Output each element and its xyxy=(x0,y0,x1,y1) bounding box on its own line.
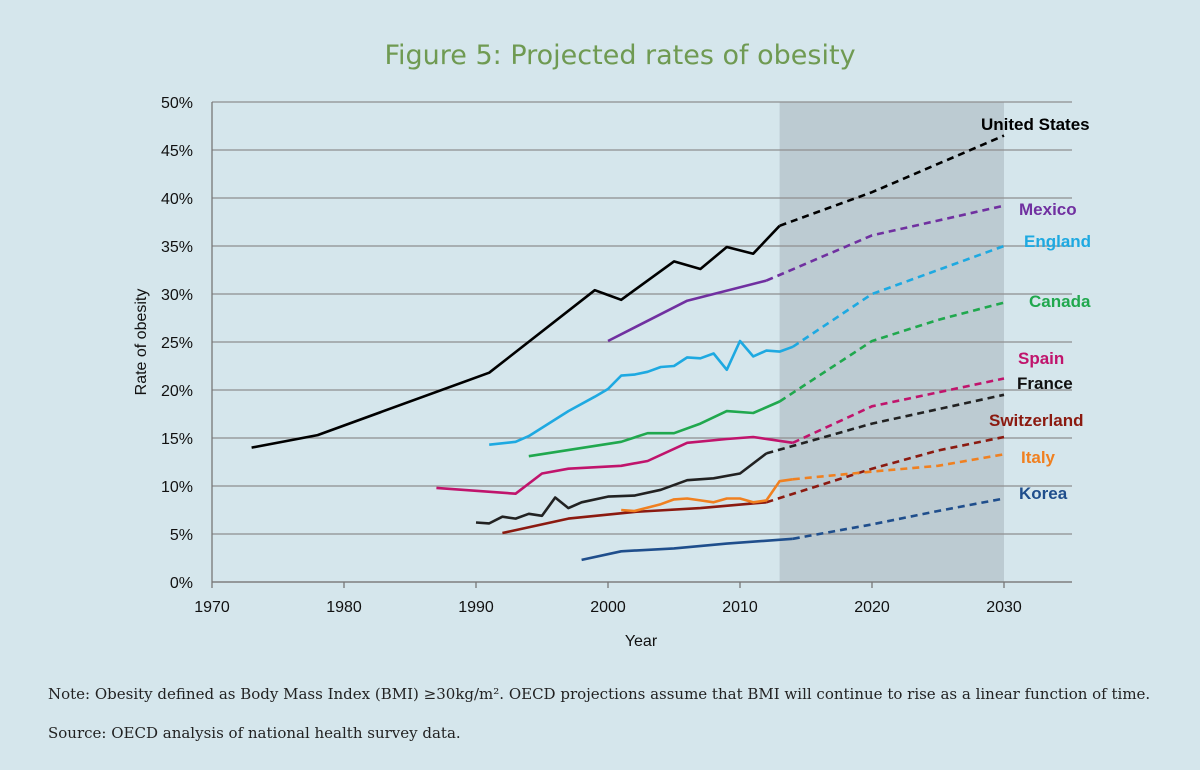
series-label-korea: Korea xyxy=(1019,484,1068,503)
x-tick-label: 2030 xyxy=(986,599,1022,616)
series-line-canada xyxy=(528,400,781,458)
y-tick-label: 50% xyxy=(161,95,193,112)
y-tick-label: 5% xyxy=(170,527,193,544)
x-tick-label: 2020 xyxy=(854,599,890,616)
series-label-england: England xyxy=(1024,232,1091,251)
series-line-italy xyxy=(621,478,793,513)
x-tick-label: 1990 xyxy=(458,599,494,616)
series-label-france: France xyxy=(1017,374,1073,393)
x-tick-label: 2000 xyxy=(590,599,626,616)
series-line-france xyxy=(475,452,768,525)
y-tick-label: 40% xyxy=(161,191,193,208)
chart-note: Note: Obesity defined as Body Mass Index… xyxy=(48,685,1151,703)
y-tick-label: 15% xyxy=(161,431,193,448)
projection-line-italy xyxy=(792,453,1005,481)
series-line-switzerland xyxy=(502,501,767,535)
series-line-mexico xyxy=(607,279,767,343)
y-tick-label: 25% xyxy=(161,335,193,352)
x-tick-label: 1980 xyxy=(326,599,362,616)
series-line-spain xyxy=(436,435,793,496)
series-label-italy: Italy xyxy=(1021,448,1056,467)
y-tick-label: 10% xyxy=(161,479,193,496)
series-label-canada: Canada xyxy=(1029,292,1091,311)
series-label-mexico: Mexico xyxy=(1019,200,1077,219)
projection-line-united-states xyxy=(779,134,1005,228)
series-label-united-states: United States xyxy=(981,115,1090,134)
y-axis-label: Rate of obesity xyxy=(133,289,150,396)
projection-line-spain xyxy=(792,377,1005,444)
chart-title: Figure 5: Projected rates of obesity xyxy=(384,40,856,71)
projection-line-france xyxy=(766,393,1005,455)
x-tick-label: 2010 xyxy=(722,599,758,616)
projection-line-switzerland xyxy=(766,435,1005,504)
series-line-united-states xyxy=(251,224,781,449)
x-tick-label: 1970 xyxy=(194,599,230,616)
series-line-england xyxy=(489,339,794,446)
projection-line-canada xyxy=(778,301,1005,403)
y-tick-label: 20% xyxy=(161,383,193,400)
y-tick-label: 45% xyxy=(161,143,193,160)
series-line-korea xyxy=(581,537,793,562)
line-chart: 0% 5% 10% 15% 20% 25% 30% 35% 40% 45% 50% 1970 1980 1… xyxy=(133,95,1091,650)
chart-source: Source: OECD analysis of national health… xyxy=(48,724,461,742)
y-tick-label: 30% xyxy=(161,287,193,304)
projection-line-korea xyxy=(792,497,1005,541)
series-label-switzerland: Switzerland xyxy=(989,411,1083,430)
x-axis-label: Year xyxy=(625,633,658,650)
y-tick-label: 35% xyxy=(161,239,193,256)
y-tick-label: 0% xyxy=(170,575,193,592)
projection-line-mexico xyxy=(765,204,1005,282)
series-label-spain: Spain xyxy=(1018,349,1064,368)
